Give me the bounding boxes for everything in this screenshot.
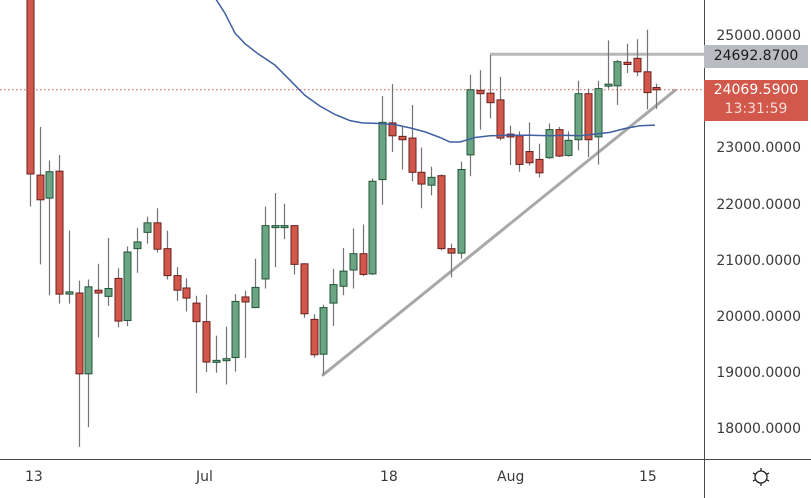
bar-countdown: 13:31:59 <box>724 101 788 117</box>
candle <box>574 80 583 151</box>
candle <box>45 160 54 296</box>
candle <box>173 267 182 301</box>
candle <box>496 76 505 141</box>
candle <box>427 166 436 196</box>
candle <box>555 126 564 158</box>
candle <box>75 280 84 447</box>
candle <box>652 83 661 109</box>
candle <box>486 54 495 119</box>
price-tick: 21000.0000 <box>716 253 801 269</box>
candle <box>535 143 544 178</box>
candle <box>143 216 152 244</box>
candle <box>476 70 485 130</box>
price-tick: 18000.0000 <box>716 421 801 437</box>
candle <box>65 230 74 304</box>
candle <box>515 131 524 172</box>
candle <box>378 95 387 205</box>
candle <box>26 0 35 207</box>
candle <box>633 39 642 77</box>
candle <box>349 228 358 289</box>
candle <box>584 88 593 158</box>
candle <box>604 40 613 89</box>
candle <box>212 335 221 373</box>
time-tick: Aug <box>497 469 525 485</box>
chart-settings-button[interactable] <box>750 466 772 488</box>
candle <box>251 258 260 309</box>
candle <box>359 224 368 277</box>
price-tick: 19000.0000 <box>716 365 801 381</box>
candle <box>417 147 426 209</box>
drawing-annotations[interactable] <box>0 52 704 377</box>
candle <box>182 278 191 312</box>
candle <box>133 227 142 273</box>
candle <box>123 246 132 327</box>
candle <box>457 161 466 259</box>
candle <box>114 268 123 328</box>
candle <box>319 304 328 375</box>
candle <box>241 290 250 359</box>
candle <box>408 104 417 182</box>
candle <box>104 237 113 306</box>
candle <box>261 206 270 289</box>
price-tick: 20000.0000 <box>716 309 801 325</box>
candle <box>398 126 407 170</box>
candle <box>466 74 475 177</box>
candle <box>594 80 603 165</box>
candle <box>280 203 289 240</box>
candle <box>271 193 280 268</box>
moving-average-path <box>215 0 656 143</box>
last-price-tag: 24069.5900 13:31:59 <box>704 80 808 121</box>
candle <box>163 230 172 280</box>
candle <box>643 29 652 110</box>
time-tick: 15 <box>639 469 657 485</box>
moving-average-line <box>215 0 656 143</box>
horizontal-level-price-tag: 24692.8700 <box>704 45 808 68</box>
time-tick: 13 <box>25 469 43 485</box>
candle <box>339 248 348 296</box>
candle <box>447 243 456 278</box>
candlestick-series <box>26 0 661 447</box>
candle <box>388 84 397 153</box>
gear-icon <box>752 468 770 486</box>
trendline-drawing[interactable] <box>321 88 677 377</box>
candle <box>55 154 64 304</box>
candle <box>290 225 299 275</box>
candle <box>623 43 632 73</box>
candle <box>153 208 162 253</box>
candle <box>192 295 201 393</box>
candle <box>231 294 240 372</box>
last-price-value: 24069.5900 <box>713 82 799 98</box>
level-price-value: 24692.8700 <box>713 48 799 64</box>
price-tick: 23000.0000 <box>716 140 801 156</box>
candle <box>202 294 211 373</box>
time-tick: 18 <box>380 469 398 485</box>
candle <box>222 326 231 385</box>
time-tick: Jul <box>196 469 213 485</box>
candle <box>329 268 338 327</box>
candle <box>310 314 319 358</box>
candle <box>506 125 515 165</box>
price-tick: 25000.0000 <box>716 28 801 44</box>
candle <box>300 263 309 318</box>
candle <box>525 122 534 166</box>
candle <box>545 123 554 159</box>
candle <box>94 263 103 338</box>
candle <box>84 279 93 428</box>
candle <box>613 60 622 105</box>
price-tick: 22000.0000 <box>716 197 801 213</box>
candle <box>437 174 446 251</box>
candle <box>368 178 377 276</box>
candle <box>36 126 45 265</box>
